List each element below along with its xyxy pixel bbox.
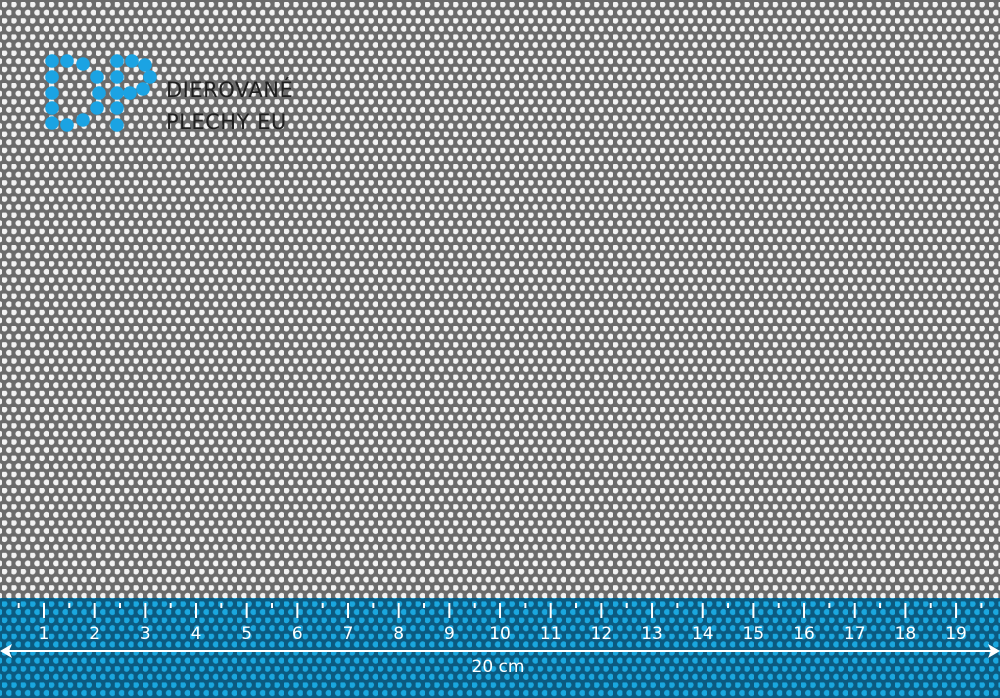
logo-dot bbox=[110, 86, 124, 100]
logo-dot bbox=[60, 118, 74, 132]
dimension-label: 20 cm bbox=[472, 657, 525, 677]
ruler-tick-label: 10 bbox=[489, 624, 511, 644]
logo-dot bbox=[76, 113, 90, 127]
ruler-tick-label: 18 bbox=[895, 624, 917, 644]
arrow-right-icon bbox=[988, 644, 1000, 658]
logo-dot bbox=[76, 57, 90, 71]
ruler-ticks bbox=[17, 603, 983, 618]
logo-dot bbox=[45, 86, 59, 100]
logo-dot bbox=[90, 70, 104, 84]
ruler-tick-label: 7 bbox=[343, 624, 354, 644]
ruler-tick-label: 4 bbox=[191, 624, 202, 644]
ruler-tick-label: 5 bbox=[241, 624, 252, 644]
logo-dot bbox=[138, 58, 152, 72]
ruler-tick-label: 8 bbox=[393, 624, 404, 644]
ruler-tick-label: 2 bbox=[89, 624, 100, 644]
ruler-tick-label: 1 bbox=[39, 624, 50, 644]
ruler-tick-label: 6 bbox=[292, 624, 303, 644]
logo-dot bbox=[45, 101, 59, 115]
logo-dot bbox=[60, 54, 74, 68]
ruler-tick-label: 3 bbox=[140, 624, 151, 644]
ruler-tick-label: 15 bbox=[743, 624, 765, 644]
logo-dot bbox=[45, 70, 59, 84]
logo-dot bbox=[136, 82, 150, 96]
ruler-tick-label: 17 bbox=[844, 624, 866, 644]
ruler-tick-label: 9 bbox=[444, 624, 455, 644]
ruler-tick-label: 11 bbox=[540, 624, 562, 644]
ruler-tick-label: 16 bbox=[793, 624, 815, 644]
ruler-tick-label: 14 bbox=[692, 624, 714, 644]
logo-dot bbox=[110, 101, 124, 115]
brand-name-line1: DIEROVANÉ bbox=[166, 78, 294, 102]
logo-dot bbox=[123, 86, 137, 100]
ruler-tick-label: 12 bbox=[591, 624, 613, 644]
logo-dot bbox=[125, 54, 139, 68]
logo-dot bbox=[143, 70, 157, 84]
logo-dot bbox=[110, 54, 124, 68]
logo-dot bbox=[110, 118, 124, 132]
logo-dot bbox=[92, 86, 106, 100]
ruler-tick-labels: 1 2 3 4 5 6 7 8 9 10 11 12 13 14 15 16 17 18 19 bbox=[39, 624, 967, 644]
ruler-tick-label: 13 bbox=[641, 624, 663, 644]
dp-logo-icon bbox=[45, 54, 157, 132]
arrow-left-icon bbox=[0, 644, 12, 658]
logo-dot bbox=[90, 101, 104, 115]
logo-dot bbox=[45, 116, 59, 130]
ruler-tick-label: 19 bbox=[945, 624, 967, 644]
brand-name-line2: PLECHY EU bbox=[166, 110, 287, 134]
logo-dot bbox=[45, 54, 59, 68]
logo-dot bbox=[110, 70, 124, 84]
